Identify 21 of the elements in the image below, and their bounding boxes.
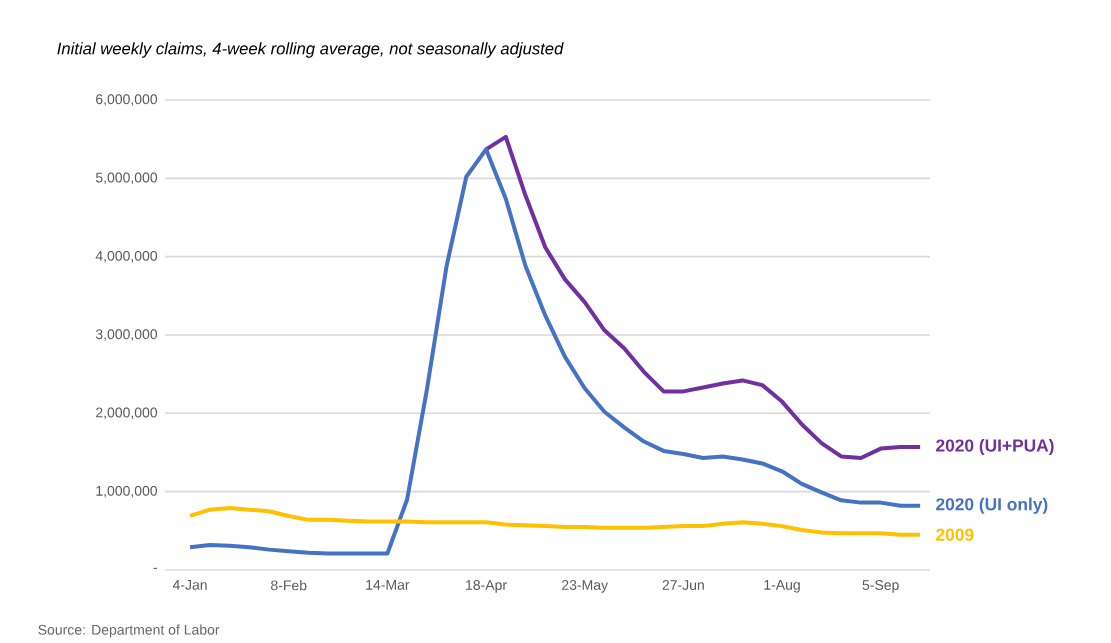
y-tick-label: 3,000,000: [95, 329, 158, 341]
x-tick-label: 18-Apr: [466, 580, 507, 593]
line-series: [484, 134, 923, 460]
y-tick-label: 5,000,000: [95, 172, 158, 185]
x-tick-label: 1-Aug: [764, 580, 800, 593]
x-tick-label: 8-Feb: [271, 580, 307, 591]
series-label: 2020 (UI+PUA): [936, 438, 1054, 456]
x-tick-label: 4-Jan: [172, 580, 207, 590]
y-tick-label: 1,000,000: [96, 485, 158, 498]
chart-title: Initial weekly claims, 4-week rolling average, not seasonally adjusted: [57, 42, 564, 58]
y-tick-label: -: [153, 567, 158, 569]
x-tick-label: 5-Sep: [862, 580, 899, 593]
y-tick-label: 4,000,000: [95, 250, 158, 263]
x-tick-label: 27-Jun: [662, 580, 704, 590]
x-tick-label: 23-May: [562, 580, 608, 593]
y-tick-label: 2,000,000: [96, 407, 158, 420]
series-label: 2020 (UI only): [936, 497, 1048, 514]
y-tick-label: 6,000,000: [96, 94, 158, 106]
series-label: 2009: [936, 528, 974, 541]
source-note: Source: Department of Labor: [38, 624, 220, 638]
x-tick-label: 14-Mar: [366, 580, 410, 590]
